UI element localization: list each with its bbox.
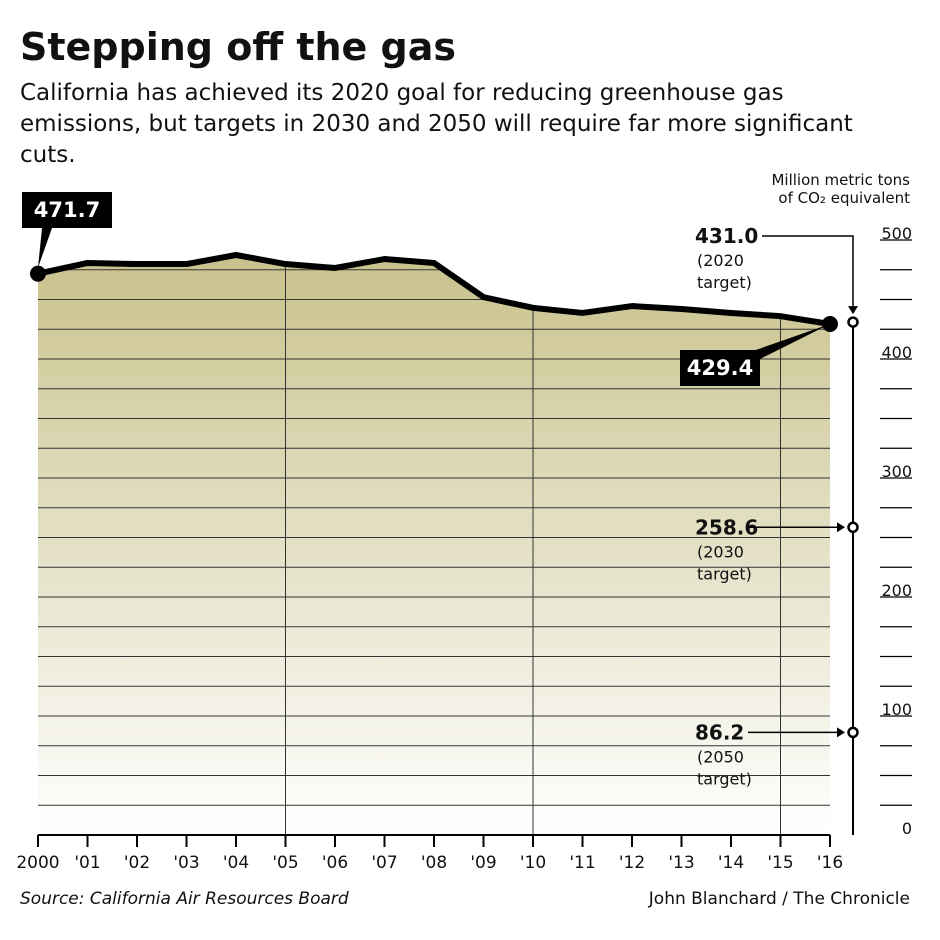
label-box — [680, 350, 760, 386]
y-tick-label: 500 — [881, 224, 912, 243]
x-tick-label: '13 — [668, 853, 694, 873]
x-tick-label: 2000 — [16, 853, 59, 873]
pointer — [750, 324, 830, 364]
target-marker — [847, 726, 859, 739]
target-note: target) — [697, 564, 752, 583]
x-tick-label: '03 — [173, 853, 199, 873]
target-marker — [847, 521, 859, 534]
y-axis-label: Million metric tons — [771, 171, 910, 189]
x-tick-label: '02 — [124, 853, 150, 873]
target-marker — [847, 316, 859, 328]
x-tick-label: '07 — [371, 853, 397, 873]
y-axis-label: of CO₂ equivalent — [778, 189, 910, 207]
label-box — [22, 192, 112, 228]
y-tick-label: 300 — [881, 462, 912, 481]
target-arrow — [762, 235, 854, 311]
target-note: (2020 — [697, 251, 744, 270]
endpoint — [30, 265, 46, 282]
y-tick-label: 0 — [902, 819, 912, 838]
chart-title: Stepping off the gas — [20, 25, 456, 69]
arrowhead — [848, 306, 858, 315]
target-label: 86.2 — [695, 720, 744, 744]
pointer — [38, 228, 52, 268]
arrowhead — [837, 727, 845, 738]
subtitle-box: California has achieved its 2020 goal fo… — [20, 80, 853, 168]
x-tick-label: '15 — [767, 853, 793, 873]
credit: John Blanchard / The Chronicle — [648, 889, 910, 909]
target-note: (2030 — [697, 542, 744, 561]
target-note: (2050 — [697, 747, 744, 766]
x-tick-label: '10 — [520, 853, 546, 873]
y-tick-label: 100 — [881, 700, 912, 719]
x-tick-label: '14 — [718, 853, 744, 873]
target-note: target) — [697, 273, 752, 292]
y-tick-label: 200 — [881, 581, 912, 600]
chart-subtitle: California has achieved its 2020 goal fo… — [20, 80, 853, 168]
target-label: 258.6 — [695, 515, 758, 539]
target-note: target) — [697, 769, 752, 788]
x-tick-label: '09 — [470, 853, 496, 873]
line — [37, 251, 831, 327]
source: Source: California Air Resources Board — [20, 889, 349, 909]
x-tick-label: '12 — [619, 853, 645, 873]
x-tick-label: '05 — [272, 853, 298, 873]
x-tick-label: '06 — [322, 853, 348, 873]
x-tick-label: '04 — [223, 853, 249, 873]
data-label: 429.4 — [687, 356, 753, 380]
x-tick-label: '16 — [817, 853, 843, 873]
x-tick-label: '08 — [421, 853, 447, 873]
data-label: 471.7 — [34, 198, 100, 222]
x-tick-label: '11 — [569, 853, 595, 873]
y-tick-label: 400 — [881, 343, 912, 362]
arrowhead — [837, 522, 845, 533]
area-fill — [38, 254, 830, 835]
target-label: 431.0 — [695, 224, 758, 248]
x-tick-label: '01 — [74, 853, 100, 873]
